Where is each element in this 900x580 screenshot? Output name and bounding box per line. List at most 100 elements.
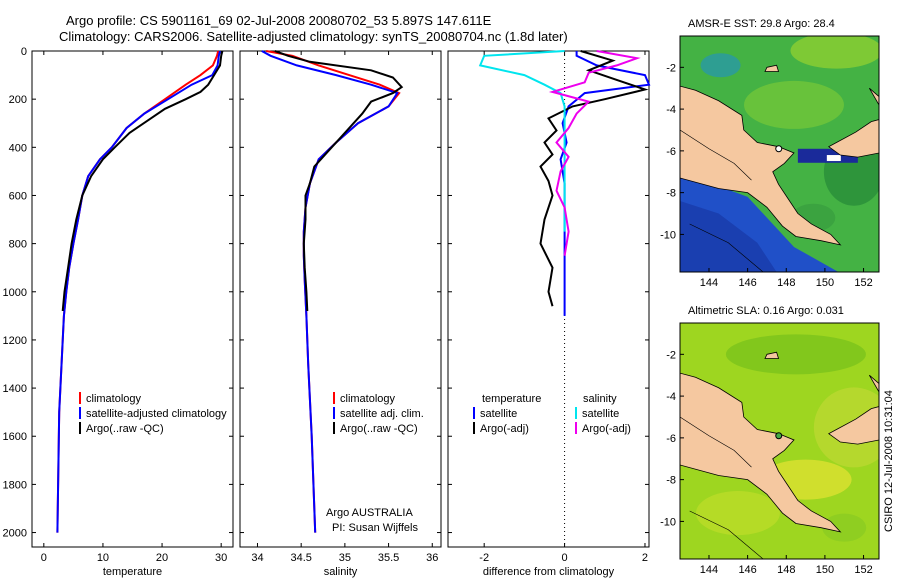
difference-legend-label: satellite: [582, 408, 619, 420]
sst-map-xtick-label: 146: [738, 277, 756, 289]
temperature-xtick-label: 20: [156, 552, 168, 564]
sla-map-island: [828, 406, 879, 445]
sst-map-xtick-label: 148: [777, 277, 795, 289]
temperature-series-satellite-adjusted-climatology: [56, 50, 221, 533]
difference-legend-label: Argo(-adj): [582, 423, 631, 435]
depth-tick-label: 0: [21, 46, 27, 58]
depth-tick-label: 800: [9, 239, 27, 251]
depth-tick-label: 1000: [3, 287, 27, 299]
temperature-series-argo-raw-qc-: [61, 50, 224, 312]
sla-map-title: Altimetric SLA: 0.16 Argo: 0.031: [688, 305, 844, 317]
sst-map-contour: [689, 223, 764, 272]
salinity-series-satellite-adj-clim-: [261, 50, 399, 533]
difference-xtick-label: 2: [642, 552, 648, 564]
salinity-legend-label: satellite adj. clim.: [340, 408, 424, 420]
temperature-xlabel: temperature: [103, 566, 162, 578]
difference-legend-label: satellite: [480, 408, 517, 420]
sst-map-landmass: [680, 85, 842, 246]
sla-map-axes-box: [679, 322, 880, 560]
temperature-xtick-label: 10: [97, 552, 109, 564]
depth-tick-label: 1600: [3, 431, 27, 443]
sst-patch: [790, 36, 879, 69]
salinity-xtick-label: 35: [339, 552, 351, 564]
difference-panel: -2 0 2 difference from climatology temperatu…: [447, 50, 651, 578]
sst-map-ytick-label: -8: [666, 188, 676, 200]
sst-map-field: [680, 36, 879, 272]
sst-map-axes-box: [679, 35, 880, 273]
sst-map-ytick-label: -10: [660, 229, 676, 241]
sst-map-island: [868, 87, 879, 106]
sst-map-island: [764, 64, 780, 72]
figure-title-line1: Argo profile: CS 5901161_69 02-Jul-2008 …: [66, 13, 492, 28]
difference-xlabel: difference from climatology: [483, 566, 615, 578]
sla-patch: [695, 491, 780, 536]
salinity-xtick-label: 36: [426, 552, 438, 564]
credit-text: CSIRO 12-Jul-2008 10:31:04: [883, 390, 895, 532]
sst-map-xtick-label: 152: [854, 277, 872, 289]
depth-tick-label: 200: [9, 94, 27, 106]
sst-missing-cell: [826, 155, 841, 162]
difference-xtick-label: 0: [562, 552, 568, 564]
salinity-xtick-label: 34.5: [290, 552, 311, 564]
salinity-axes-box: [239, 50, 442, 548]
sla-map-contour: [680, 416, 752, 468]
sst-map-title: AMSR-E SST: 29.8 Argo: 28.4: [688, 18, 835, 30]
temperature-axes-box: [31, 50, 234, 548]
difference-series-salinity-satellite: [478, 50, 566, 232]
sst-map-argo-location-marker: [775, 145, 783, 153]
depth-tick-label: 1200: [3, 335, 27, 347]
sla-map-ytick-label: -4: [666, 391, 676, 403]
salinity-panel: 34 34.5 35 35.5 36 salinity climatology satelli…: [239, 50, 442, 578]
sla-map-xtick-label: 150: [816, 564, 834, 576]
difference-legend-title-salinity: salinity: [583, 393, 617, 405]
sst-map-xtick-label: 144: [700, 277, 718, 289]
difference-xtick-label: -2: [479, 552, 489, 564]
sst-map-panel: 144 146 148 150 152 -2 -4 -6 -8 -10: [660, 35, 880, 289]
sla-map-ytick-label: -2: [666, 349, 676, 361]
sla-map-ytick-label: -10: [660, 516, 676, 528]
difference-legend-label: Argo(-adj): [480, 423, 529, 435]
salinity-xlabel: salinity: [324, 566, 358, 578]
sla-map-panel: 144 146 148 150 152 -2 -4 -6 -8 -10: [660, 322, 880, 576]
temperature-legend-label: climatology: [86, 393, 142, 405]
depth-tick-label: 1400: [3, 383, 27, 395]
sla-map-landmass: [680, 372, 842, 533]
sla-map-xtick-label: 152: [854, 564, 872, 576]
depth-tick-label: 600: [9, 190, 27, 202]
salinity-annotation-owner: Argo AUSTRALIA: [326, 507, 413, 519]
sst-patch: [700, 53, 741, 78]
figure-title-line2: Climatology: CARS2006. Satellite-adjuste…: [59, 29, 568, 44]
sla-map-field: [680, 323, 879, 559]
depth-tick-label: 1800: [3, 479, 27, 491]
sla-map-island: [868, 374, 879, 393]
depth-tick-label: 400: [9, 142, 27, 154]
sla-patch: [725, 334, 866, 375]
salinity-xtick-label: 34: [251, 552, 263, 564]
temperature-legend-label: satellite-adjusted climatology: [86, 408, 227, 420]
sla-map-ytick-label: -6: [666, 433, 676, 445]
sst-map-contour: [680, 129, 752, 181]
sla-map-xtick-label: 146: [738, 564, 756, 576]
sla-map-xtick-label: 148: [777, 564, 795, 576]
sst-cooler-water: [680, 200, 777, 272]
temperature-panel: 0 10 20 30 0 200 400 600 800 1000 1200 1400 1600 1800…: [3, 46, 234, 578]
sla-map-contour: [689, 510, 764, 559]
sst-map-ytick-label: -4: [666, 104, 676, 116]
temperature-xtick-label: 30: [215, 552, 227, 564]
temperature-legend-label: Argo(..raw -QC): [86, 423, 164, 435]
difference-legend-title-temperature: temperature: [482, 393, 541, 405]
salinity-annotation-pi: PI: Susan Wijffels: [332, 522, 418, 534]
sla-map-argo-location-marker: [775, 432, 783, 440]
sst-patch: [743, 80, 844, 129]
sla-map-island: [764, 351, 780, 359]
depth-tick-label: 2000: [3, 528, 27, 540]
sst-map-island: [828, 119, 879, 158]
temperature-xtick-label: 0: [41, 552, 47, 564]
sla-patch: [822, 513, 867, 542]
sst-map-ytick-label: -2: [666, 62, 676, 74]
sla-map-xtick-label: 144: [700, 564, 718, 576]
sla-map-ytick-label: -8: [666, 475, 676, 487]
sst-map-xtick-label: 150: [816, 277, 834, 289]
difference-series-salinity-argo-adj-: [548, 50, 641, 256]
